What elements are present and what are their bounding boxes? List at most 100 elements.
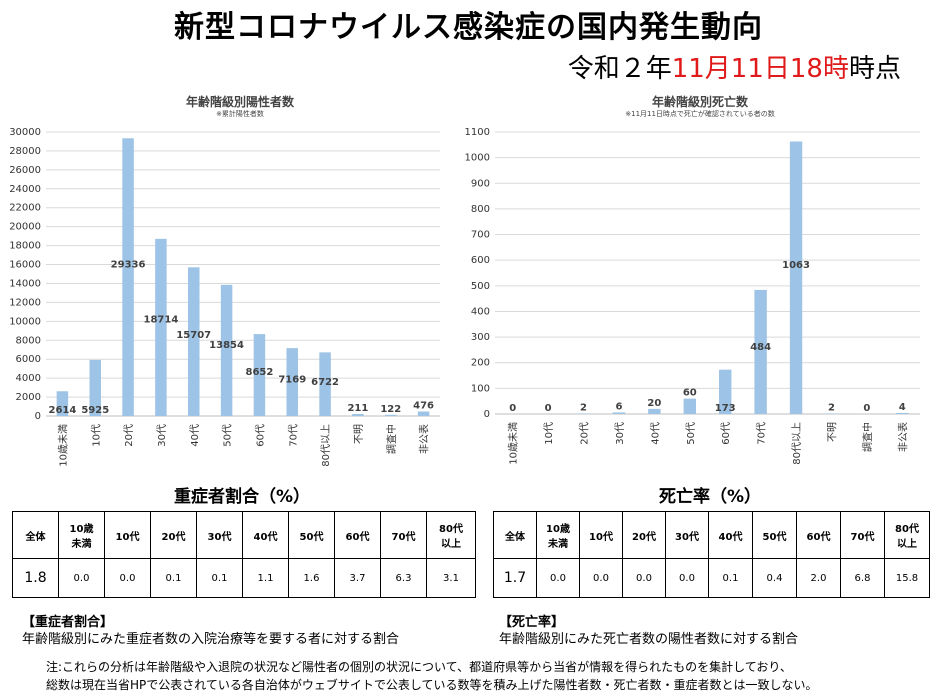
death-chart-y-tick-label: 800 [471, 204, 490, 215]
death-chart-bar [648, 408, 661, 414]
positive-chart-bar [56, 391, 69, 416]
death-chart-y-tick-label: 300 [471, 332, 490, 343]
positive-chart-bar [253, 334, 266, 416]
positive-chart-data-label: 29336 [111, 259, 146, 270]
death-chart-x-tick-label: 非公表 [896, 422, 909, 452]
positive-chart-data-label: 7169 [278, 375, 306, 386]
chart1-title: 年齢階級別陽性者数 [185, 95, 294, 109]
positive-chart-x-tick-label: 70代 [287, 424, 299, 447]
positive-chart-data-label: 2614 [48, 405, 76, 416]
death-chart-y-tick-label: 1000 [465, 153, 490, 164]
positive-chart-bar [319, 352, 331, 416]
death-chart-y-tick-label: 400 [471, 306, 490, 317]
death-rate-table: 全体 10歳 未満 10代 20代 30代 40代 50代 60代 70代 80代 以上 1.7 0.0… [493, 511, 930, 598]
severe-table-value-cell: 3.7 [334, 558, 381, 598]
positive-by-age-chart: 0 2000 4000 6000 8000 10000 12000 14000 16000 180… [9, 127, 440, 467]
positive-chart-bar [155, 238, 167, 416]
severe-table-header-cell: 20代 [150, 511, 197, 559]
death-chart-bar [577, 413, 590, 414]
positive-chart-data-label: 8652 [245, 367, 273, 378]
positive-chart-bar [188, 267, 200, 416]
date-highlight: 11月11日18時 [671, 54, 849, 84]
deaths-by-age-chart: 010020030040050060070080090010001100010歳… [465, 127, 920, 465]
death-chart-y-tick-label: 100 [471, 383, 490, 394]
death-chart-data-label: 173 [715, 403, 736, 414]
death-chart-bar [683, 398, 696, 414]
severe-table-header-cell: 40代 [242, 511, 289, 559]
death-chart-x-tick-label: 80代以上 [791, 422, 803, 465]
death-table-header-cell: 70代 [840, 511, 885, 559]
positive-chart-y-tick-label: 8000 [16, 335, 41, 346]
death-chart-y-tick-label: 700 [471, 230, 490, 241]
death-chart-bar [612, 412, 626, 414]
death-chart-y-tick-label: 500 [471, 281, 490, 292]
death-chart-y-tick-label: 900 [471, 178, 490, 189]
death-chart-x-tick-label: 10代 [543, 422, 555, 445]
severe-definition-body: 年齢階級別にみた重症者数の入院治療等を要する者に対する割合 [22, 632, 400, 647]
positive-chart-x-tick-label: 30代 [156, 424, 168, 447]
death-table-value-cell: 0.4 [752, 558, 797, 598]
death-chart-bar [896, 412, 909, 414]
death-chart-x-tick-label: 60代 [720, 422, 732, 445]
positive-chart-y-tick-label: 0 [35, 411, 41, 422]
positive-chart-bar [385, 414, 397, 416]
death-table-header-cell: 60代 [796, 511, 841, 559]
death-table-header-cell: 40代 [708, 511, 753, 559]
positive-chart-data-label: 13854 [209, 340, 244, 351]
death-table-value-cell: 6.8 [840, 558, 885, 598]
positive-chart-y-tick-label: 28000 [9, 146, 41, 157]
severe-table-value-cell: 0.0 [104, 558, 151, 598]
death-table-value-cell: 15.8 [884, 558, 930, 598]
positive-chart-data-label: 6722 [311, 377, 339, 388]
positive-chart-y-tick-label: 24000 [9, 184, 41, 195]
positive-chart-data-label: 5925 [81, 405, 109, 416]
positive-chart-bar [122, 138, 134, 416]
severe-table-header-cell: 70代 [380, 511, 427, 559]
severe-table-header-cell: 全体 [12, 511, 59, 559]
death-table-value-cell: 2.0 [796, 558, 841, 598]
severe-table-value-cell: 3.1 [426, 558, 476, 598]
severe-table-value-cell: 0.0 [58, 558, 105, 598]
chart2-subtitle: ※11月11日時点で死亡が確認されている者の数 [625, 110, 775, 118]
death-table-value-cell: 0.0 [536, 558, 580, 598]
date-line: 令和２年11月11日18時時点 [568, 48, 901, 85]
positive-chart-data-label: 476 [413, 400, 434, 411]
severe-table-header-cell: 60代 [334, 511, 381, 559]
positive-chart-y-tick-label: 2000 [16, 392, 41, 403]
severe-table-title: 重症者割合（%） [173, 487, 311, 507]
death-table-value-cell: 0.0 [622, 558, 666, 598]
severe-table-value-cell: 1.6 [288, 558, 335, 598]
footnote-line-1: 注:これらの分析は年齢階級や入退院の状況など陽性者の個別の状況について、都道府県… [46, 660, 792, 674]
chart1-subtitle: ※累計陽性者数 [216, 110, 264, 118]
positive-chart-x-tick-label: 10歳未満 [57, 424, 69, 467]
death-chart-x-tick-label: 不明 [826, 422, 838, 442]
positive-chart-x-tick-label: 40代 [189, 424, 201, 447]
positive-chart-y-tick-label: 30000 [9, 127, 41, 138]
death-chart-data-label: 0 [509, 403, 516, 414]
death-chart-data-label: 6 [615, 401, 622, 412]
death-definition-heading: 【死亡率】 [499, 615, 565, 630]
footnote-line-2: 総数は現在当省HPで公表されている各自治体がウェブサイトで公表している数等を積み… [46, 678, 818, 692]
positive-chart-y-tick-label: 10000 [9, 316, 41, 327]
chart2-title: 年齢階級別死亡数 [651, 95, 748, 109]
severe-table-value-cell: 0.1 [150, 558, 197, 598]
death-definition-body: 年齢階級別にみた死亡者数の陽性者数に対する割合 [499, 632, 799, 647]
death-chart-x-tick-label: 30代 [614, 422, 626, 445]
death-chart-data-label: 1063 [782, 260, 810, 271]
positive-chart-y-tick-label: 22000 [9, 203, 41, 214]
positive-chart-data-label: 18714 [144, 315, 179, 326]
positive-chart-bar [220, 284, 233, 416]
positive-chart-x-tick-label: 調査中 [385, 424, 398, 454]
positive-chart-data-label: 211 [347, 403, 368, 414]
death-table-value-cell: 0.0 [665, 558, 709, 598]
severe-table-header-cell: 30代 [196, 511, 243, 559]
severe-rate-table: 全体 10歳 未満 10代 20代 30代 40代 50代 60代 70代 80代 以上 1.8 0.0… [12, 511, 476, 598]
death-chart-y-tick-label: 200 [471, 358, 490, 369]
death-table-value-cell: 0.1 [708, 558, 753, 598]
death-table-header-cell: 30代 [665, 511, 709, 559]
date-prefix: 令和２年 [567, 54, 672, 84]
positive-chart-y-tick-label: 4000 [16, 373, 41, 384]
death-chart-data-label: 0 [545, 403, 552, 414]
positive-chart-data-label: 122 [380, 404, 401, 415]
positive-chart-x-tick-label: 50代 [222, 424, 234, 447]
